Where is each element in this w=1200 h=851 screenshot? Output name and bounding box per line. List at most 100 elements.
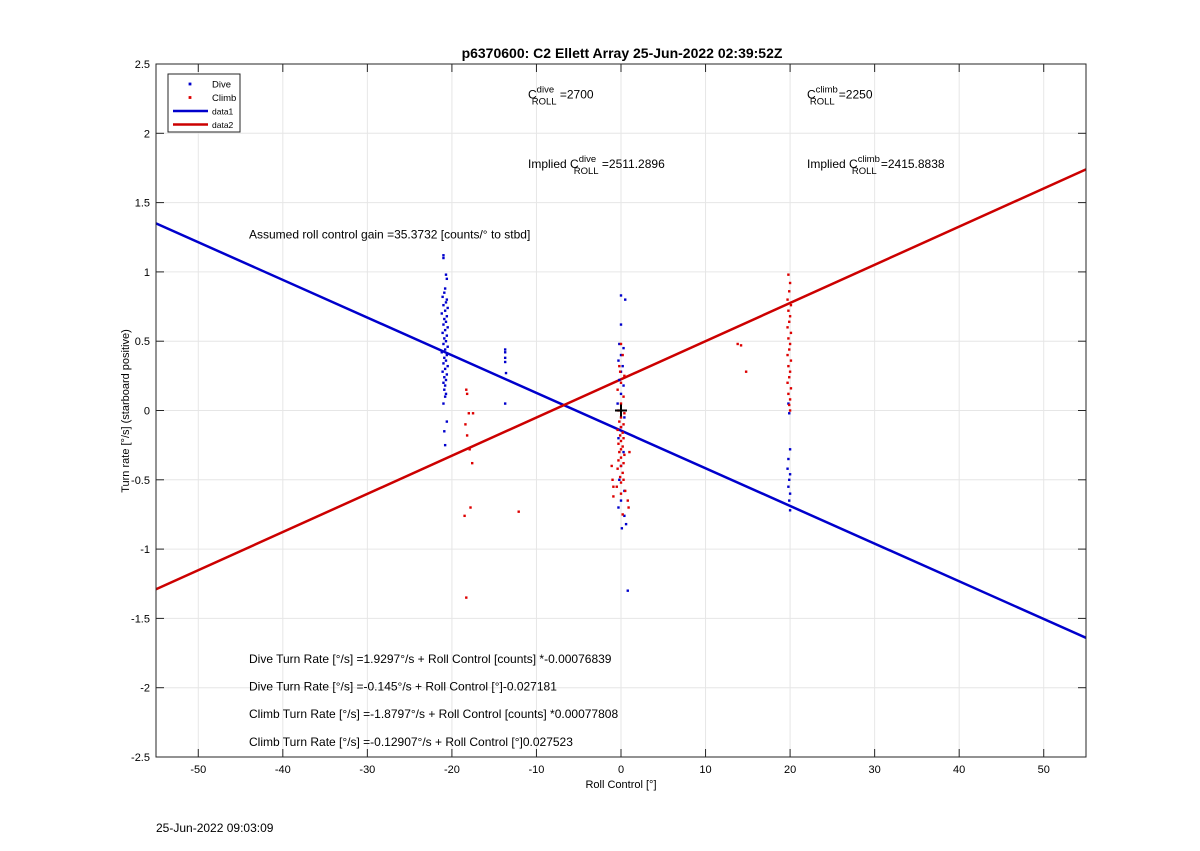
- x-tick-label: -20: [444, 764, 460, 776]
- dive-point: [624, 522, 628, 526]
- dive-point: [503, 351, 507, 354]
- dive-point: [788, 509, 792, 512]
- dive-point: [503, 348, 507, 351]
- annotation-part: climb: [816, 85, 838, 96]
- x-tick-label: -40: [275, 764, 291, 776]
- climb-point: [610, 464, 613, 468]
- chart-title: p6370600: C2 Ellett Array 25-Jun-2022 02…: [462, 45, 783, 61]
- dive-point: [446, 306, 449, 310]
- climb-point: [618, 370, 622, 373]
- dive-point: [443, 384, 447, 387]
- climb-point: [787, 364, 790, 368]
- annotation-eq3: Climb Turn Rate [°/s] =-1.8797°/s + Roll…: [249, 707, 618, 721]
- climb-point: [624, 489, 627, 493]
- axis-ticks: -50 -40 -30 -20 -10 0 10 20 30 40 50-2.5-2-1.5-1-0…: [131, 59, 1086, 776]
- climb-point: [618, 364, 621, 368]
- annotation-part: =2250: [835, 88, 872, 102]
- dive-point: [444, 359, 448, 362]
- climb-point: [618, 475, 622, 479]
- y-tick-label: 0.5: [135, 336, 150, 348]
- annotation-gain: Assumed roll control gain =35.3732 [coun…: [249, 228, 530, 242]
- climb-point: [788, 403, 791, 407]
- climb-point: [619, 439, 623, 443]
- dive-point: [445, 420, 449, 423]
- climb-point: [619, 342, 623, 346]
- dive-point: [443, 443, 447, 447]
- climb-point: [517, 510, 520, 513]
- climb-point: [465, 596, 468, 599]
- annotation-part: C: [570, 157, 579, 171]
- origin-marker: [615, 404, 627, 417]
- dive-point: [443, 376, 446, 379]
- dive-point: [623, 416, 626, 419]
- dive-point: [445, 353, 449, 357]
- dive-point: [444, 301, 448, 304]
- annotation-part: ROLL: [574, 166, 599, 177]
- climb-point: [465, 388, 468, 391]
- dive-point: [442, 381, 445, 384]
- climb-point: [471, 461, 474, 465]
- climb-point: [786, 298, 789, 301]
- dive-point: [626, 589, 629, 592]
- climb-point: [619, 402, 623, 405]
- climb-point: [788, 342, 792, 346]
- climb-point: [789, 303, 793, 307]
- dive-point: [787, 485, 790, 488]
- climb-point: [616, 467, 619, 470]
- dive-point: [788, 473, 792, 476]
- y-tick-label: 2.5: [135, 59, 150, 71]
- climb-point: [612, 485, 615, 488]
- footer-timestamp: 25-Jun-2022 09:03:09: [156, 821, 274, 835]
- x-tick-label: 0: [618, 764, 624, 776]
- climb-point: [739, 344, 743, 347]
- climb-point: [788, 398, 792, 401]
- annotation-eq2: Dive Turn Rate [°/s] =-0.145°/s + Roll C…: [249, 679, 557, 693]
- plot-frame: [155, 63, 1087, 758]
- y-tick-label: 0: [144, 406, 150, 418]
- dive-point: [441, 331, 444, 335]
- dive-point: [443, 317, 446, 321]
- x-tick-label: -10: [529, 764, 545, 776]
- annotation-part: C: [807, 88, 816, 102]
- x-tick-label: 30: [869, 764, 881, 776]
- dive-point: [618, 478, 621, 481]
- dive-point: [618, 342, 621, 346]
- dive-point: [624, 298, 627, 301]
- climb-point: [623, 374, 626, 378]
- climb-point: [616, 428, 619, 432]
- dive-point: [617, 437, 620, 440]
- climb-point: [623, 412, 626, 415]
- x-tick-label: 50: [1038, 764, 1050, 776]
- fit-lines: [155, 168, 1087, 639]
- climb-point: [736, 342, 739, 346]
- dive-point: [787, 402, 790, 405]
- fit-line-data1: [155, 222, 1087, 639]
- legend-label-Dive: Dive: [212, 80, 231, 91]
- climb-point: [787, 309, 790, 312]
- climb-point: [788, 290, 791, 293]
- dive-point: [621, 364, 624, 368]
- climb-point: [619, 381, 623, 384]
- dive-point: [443, 348, 447, 351]
- climb-point: [464, 423, 467, 426]
- x-tick-label: -50: [190, 764, 206, 776]
- climb-point: [786, 353, 789, 357]
- annotation-part: ROLL: [852, 166, 877, 177]
- legend-swatch-Climb: [188, 96, 192, 99]
- x-tick-label: 20: [784, 764, 796, 776]
- annotation-part: =2511.2896: [599, 157, 666, 171]
- dive-point: [442, 254, 445, 257]
- dive-point: [619, 323, 623, 326]
- x-tick-label: -30: [359, 764, 375, 776]
- annotation-eq1: Dive Turn Rate [°/s] =1.9297°/s + Roll C…: [249, 652, 612, 666]
- climb-point: [622, 478, 625, 481]
- dive-point: [445, 334, 449, 337]
- climb-point: [618, 434, 622, 437]
- climb-point: [618, 420, 621, 423]
- dive-point: [443, 309, 447, 312]
- climb-point: [619, 448, 623, 451]
- annotation-part: climb: [858, 154, 880, 165]
- y-axis-label: Turn rate [°/s] (starboard positive): [120, 329, 132, 493]
